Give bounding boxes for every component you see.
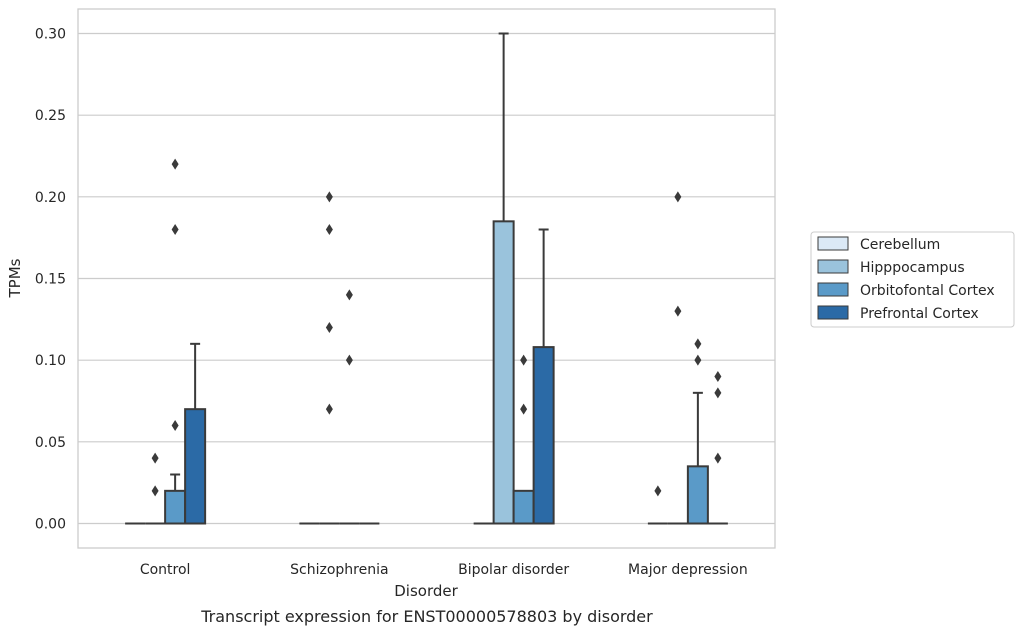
outlier-point (171, 420, 179, 431)
x-tick-label: Major depression (628, 562, 748, 578)
outlier-point (674, 305, 682, 317)
legend-frame (810, 231, 1015, 328)
x-tick-labels: Control Schizophrenia Bipolar disorder Majo… (140, 562, 748, 578)
box-rect (492, 220, 515, 525)
y-tick-label: 0.10 (35, 353, 66, 369)
outlier-point (171, 224, 179, 235)
outlier-point (694, 354, 702, 366)
box-rect (184, 408, 207, 525)
x-tick-label: Schizophrenia (290, 562, 388, 578)
outlier-point (714, 371, 722, 382)
outlier-point (520, 403, 528, 415)
x-tick-label: Control (140, 562, 191, 578)
legend-swatch (817, 259, 849, 274)
box-prefrontal-cortex (184, 342, 207, 525)
outlier-point (325, 403, 333, 415)
y-axis-label: TPMs (6, 258, 24, 298)
chart-caption: Transcript expression for ENST0000057880… (200, 607, 653, 626)
y-tick-label: 0.00 (35, 517, 66, 533)
outlier-point (325, 191, 333, 203)
legend-swatch (817, 282, 849, 297)
legend-label: Cerebellum (860, 237, 940, 253)
box-hipppocampus (319, 191, 340, 525)
outlier-point (714, 452, 722, 464)
x-axis-label: Disorder (394, 582, 458, 600)
y-tick-label: 0.20 (35, 190, 66, 206)
y-tick-label: 0.25 (35, 108, 66, 124)
outlier-point (520, 354, 528, 366)
box-orbitofontal-cortex (164, 158, 187, 525)
box-series (125, 32, 728, 525)
outlier-point (654, 485, 662, 497)
legend-label: Orbitofontal Cortex (860, 283, 995, 299)
outlier-point (325, 322, 333, 333)
box-rect (164, 489, 187, 525)
box-prefrontal-cortex (707, 371, 728, 525)
y-tick-label: 0.05 (35, 435, 66, 451)
y-tick-labels: 0.00 0.05 0.10 0.15 0.20 0.25 0.30 (35, 27, 66, 533)
outlier-point (151, 485, 159, 497)
outlier-point (345, 289, 353, 301)
outlier-point (714, 387, 722, 399)
legend-label: Hipppocampus (860, 260, 965, 276)
legend: Cerebellum Hipppocampus Orbitofontal Corte… (810, 231, 1015, 328)
outlier-point (171, 158, 179, 170)
y-tick-label: 0.15 (35, 272, 66, 288)
box-hipppocampus (145, 452, 166, 525)
outlier-point (345, 354, 353, 366)
outlier-point (674, 191, 682, 203)
legend-swatch (817, 236, 849, 251)
box-hipppocampus (667, 191, 688, 525)
box-orbitofontal-cortex (339, 289, 360, 525)
outlier-point (151, 452, 159, 464)
box-prefrontal-cortex (532, 228, 555, 525)
y-tick-label: 0.30 (35, 27, 66, 43)
box-rect (532, 346, 555, 525)
x-tick-label: Bipolar disorder (458, 562, 569, 578)
legend-swatch (817, 305, 849, 320)
box-cerebellum (647, 485, 668, 525)
plot-frame (77, 8, 776, 549)
box-hipppocampus (492, 32, 515, 525)
legend-label: Prefrontal Cortex (860, 306, 979, 322)
box-rect (686, 465, 709, 525)
outlier-point (694, 338, 702, 350)
box-rect (512, 489, 535, 525)
outlier-point (325, 224, 333, 235)
box-orbitofontal-cortex (686, 338, 709, 525)
